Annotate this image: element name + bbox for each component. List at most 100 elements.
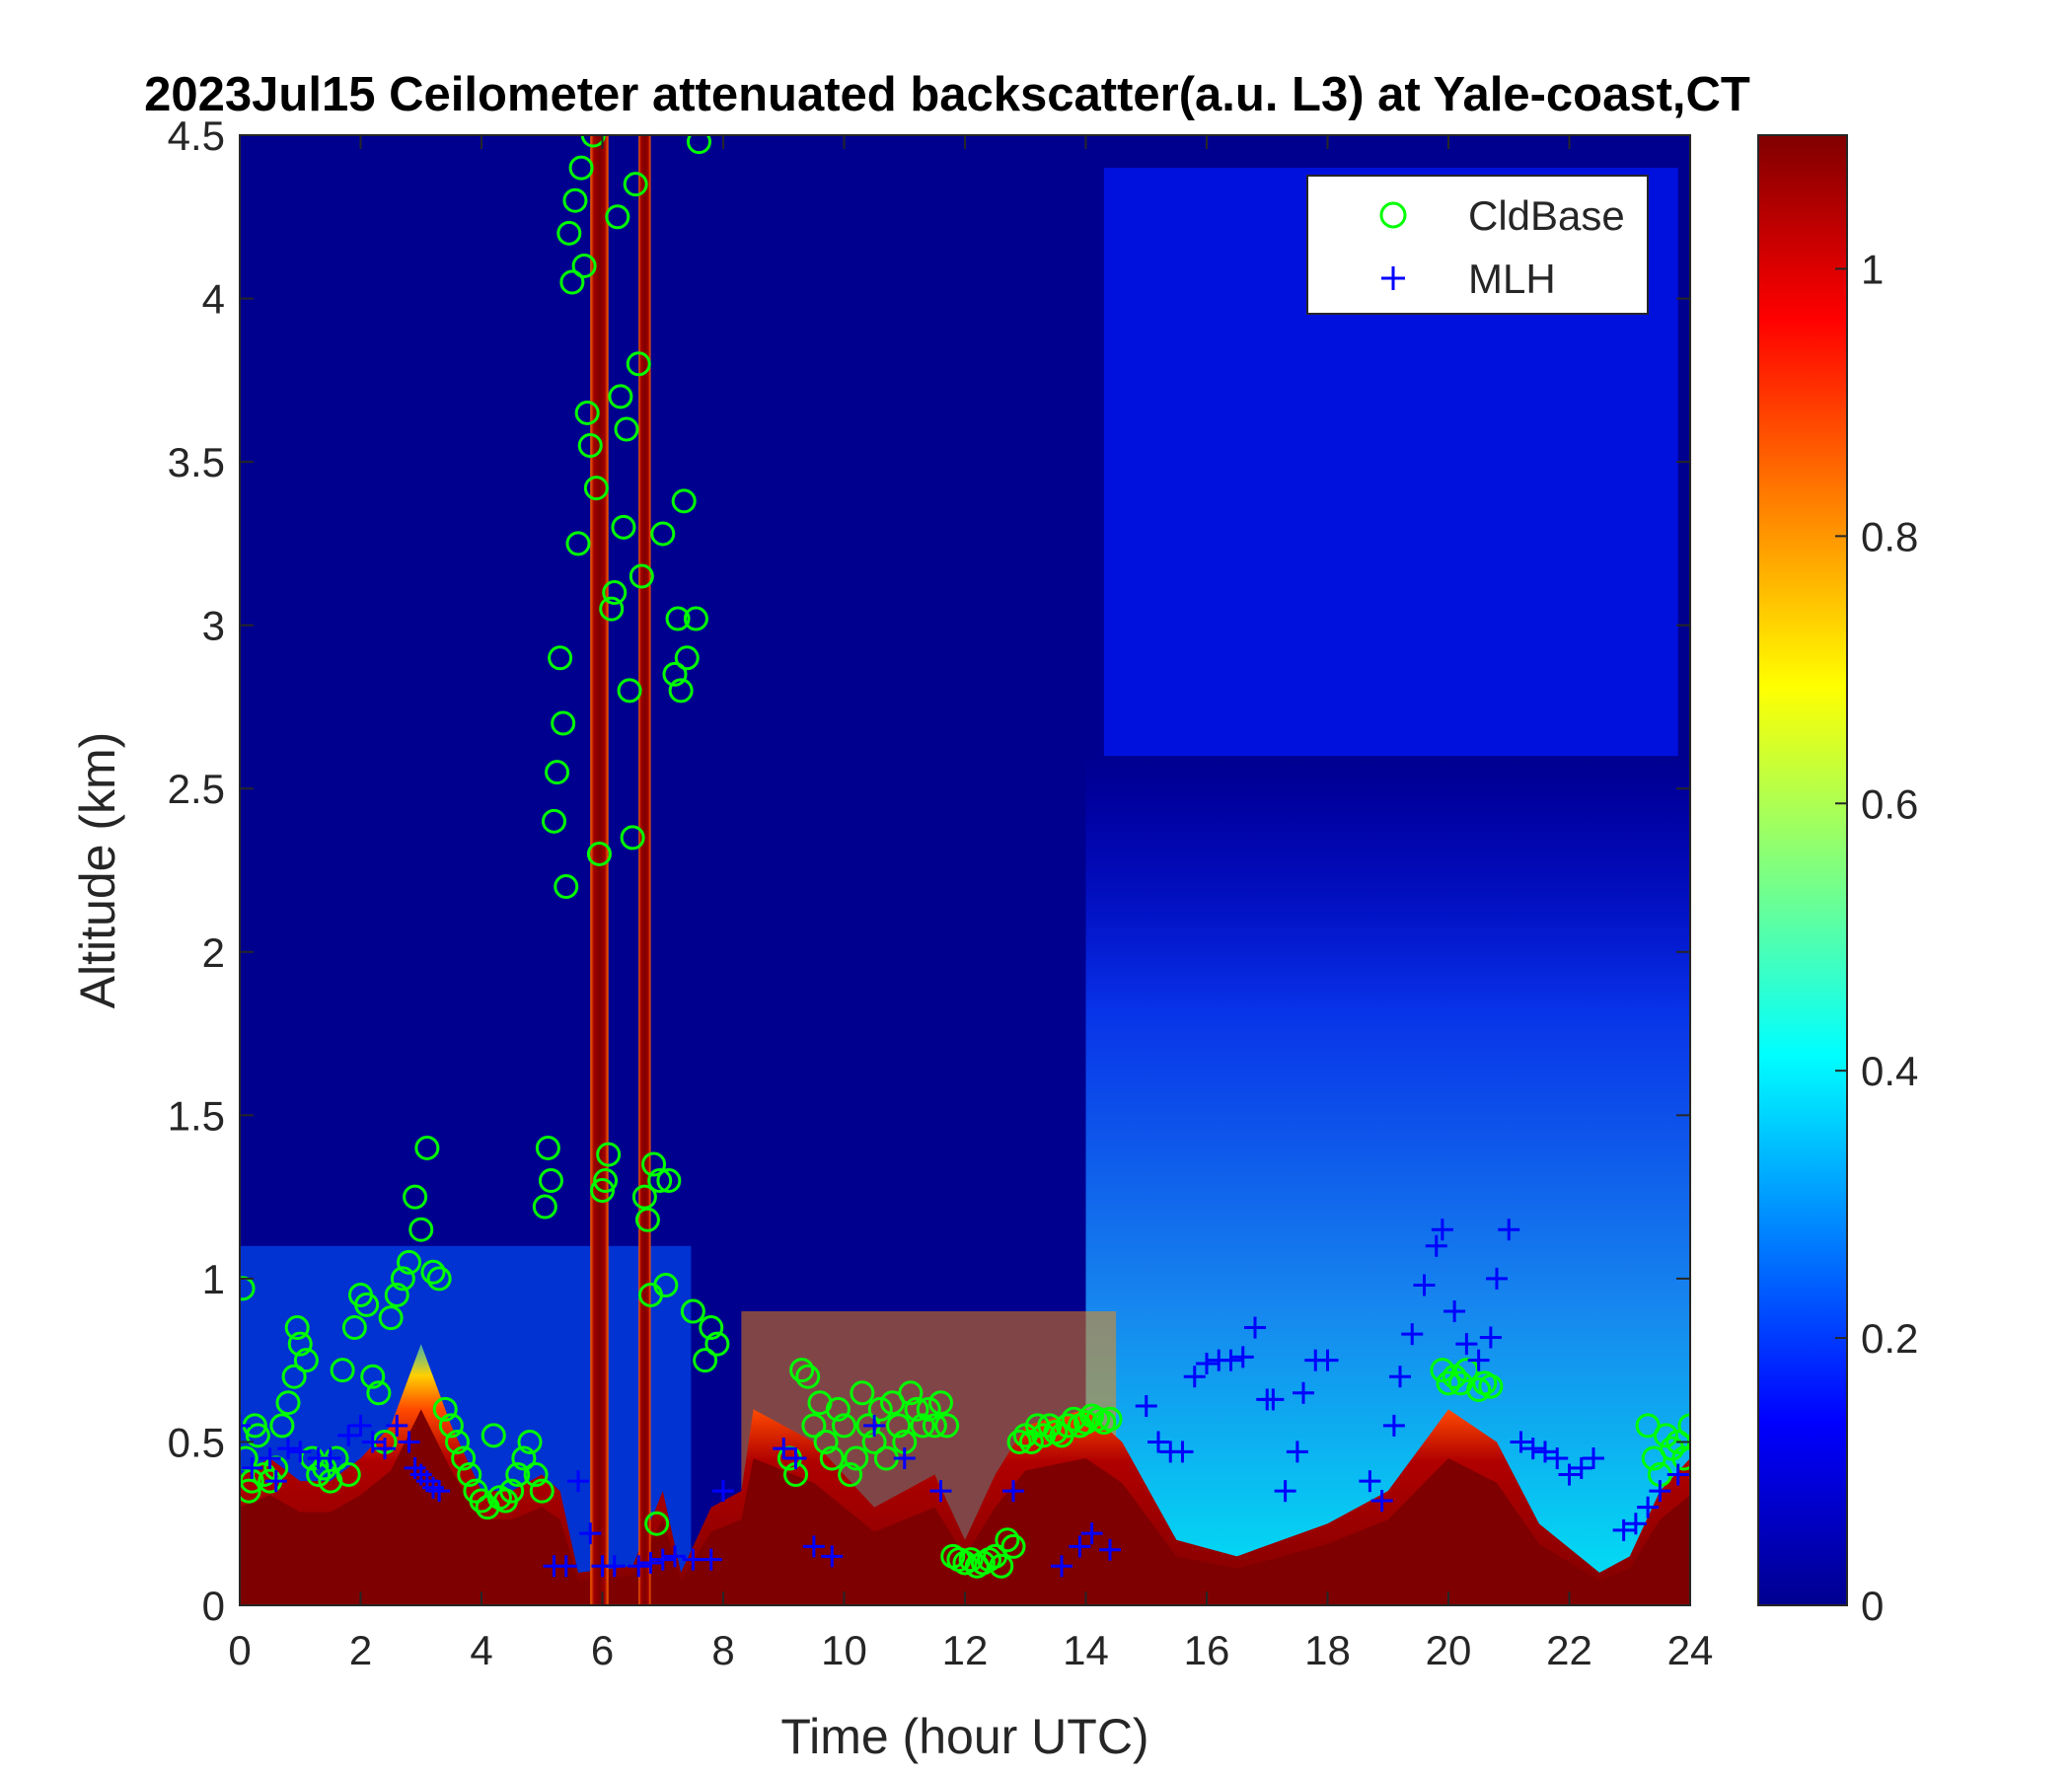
mlh-point [784,1447,807,1469]
mlh-point [1183,1366,1206,1388]
cldbase-point [445,1429,470,1454]
mlh-point [1069,1535,1091,1558]
cldbase-point [641,1151,667,1177]
mlh-point [1612,1518,1635,1541]
colorbar-tick-label: 0.2 [1861,1315,1918,1362]
mlh-point [664,1545,686,1568]
cldbase-point [704,1331,730,1357]
cldbase-point [529,1478,555,1504]
cldbase-point [844,1445,869,1471]
cldbase-point [1671,1445,1690,1471]
cldbase-point [813,1429,839,1454]
mlh-point [1293,1381,1314,1404]
cldbase-point [910,1413,935,1439]
cldbase-point [384,1282,409,1307]
cldbase-point [397,1249,421,1275]
cldbase-point [1466,1376,1492,1402]
cldbase-point [240,1276,256,1301]
cldbase-point [608,384,633,409]
cldbase-point [420,1259,446,1285]
cldbase-point [665,606,691,631]
mlh-point [628,1555,650,1578]
mlh-point [259,1447,281,1469]
mlh-point [1196,1352,1218,1374]
cldbase-point [1430,1358,1455,1383]
mlh-point [1370,1490,1393,1513]
cldbase-point [511,1445,537,1471]
cldbase-point [426,1266,452,1292]
cldbase-point [390,1266,415,1292]
mlh-point [1455,1333,1478,1356]
cldbase-point [559,269,585,295]
mlh-point [1286,1441,1308,1463]
cldbase-point [565,531,591,556]
cldbase-point [1073,1410,1098,1436]
cldbase-point [693,1348,718,1373]
cldbase-point [269,1413,295,1439]
cldbase-point [1055,1413,1080,1439]
cldbase-point [556,220,582,246]
cldbase-point [626,351,651,377]
x-tick-label: 22 [1546,1627,1592,1673]
cldbase-point [683,606,708,631]
x-tick-label: 18 [1304,1627,1351,1673]
cldbase-point [614,416,639,442]
y-tick-label: 2.5 [168,766,225,812]
cldbase-point [414,1135,440,1160]
x-tick-label: 16 [1184,1627,1230,1673]
y-axis-label: Altitude (km) [70,732,125,1009]
cldbase-point [535,1135,560,1160]
mlh-point [1220,1349,1242,1371]
mlh-point [241,1456,263,1479]
mlh-point [821,1545,844,1568]
cldbase-point [674,645,700,671]
cldbase-point [650,521,676,547]
mlh-point [1486,1267,1508,1290]
cldbase-point [1097,1406,1123,1432]
colorbar-tick-label: 0.8 [1861,513,1918,559]
mlh-point [1231,1346,1254,1369]
cldbase-point [611,514,636,540]
cldbase-point [1442,1364,1467,1389]
mlh-point [567,1470,589,1493]
cldbase-point [886,1413,912,1439]
mlh-point [579,1522,602,1545]
cldbase-point [656,1168,682,1194]
mlh-point [603,1555,626,1578]
colorbar-tick-label: 1 [1861,246,1884,292]
mlh-point [264,1470,287,1493]
mlh-point [1510,1431,1532,1453]
cldbase-point [928,1390,953,1416]
mlh-point [361,1431,384,1453]
mlh-point [277,1438,299,1460]
x-tick-label: 4 [470,1627,492,1673]
legend-cldbase-label: CldBase [1468,192,1625,239]
mlh-point [802,1535,825,1558]
mlh-point [1171,1441,1194,1463]
mlh-point [1521,1438,1544,1460]
mlh-point [1443,1300,1466,1322]
mlh-point [1467,1349,1490,1371]
cldbase-point [653,1273,679,1298]
mlh-point [1316,1349,1339,1371]
mlh-point [1401,1323,1424,1346]
x-tick-label: 0 [228,1627,251,1673]
colorbar: 0 0.2 0.4 0.6 0.8 1 [1757,134,1918,1629]
cldbase-point [481,1423,506,1448]
mlh-point [240,1414,251,1437]
cldbase-point [335,1462,361,1488]
mlh-point [863,1414,886,1437]
y-tick-label: 0.5 [168,1419,225,1465]
cldbase-point [366,1380,392,1406]
cldbase-point [789,1358,815,1383]
mlh-point [337,1424,360,1446]
cldbase-point [634,1207,660,1232]
cldbase-point [680,1298,705,1324]
cldbase-point [623,172,648,197]
cldbase-point [838,1462,863,1488]
mlh-point [1583,1447,1604,1469]
cldbase-point [517,1429,543,1454]
colorbar-tick-label: 0.4 [1861,1048,1918,1094]
axes: 0 2 4 6 8 10 12 14 16 18 20 22 2400.511.522.533.544.… [168,112,1714,1673]
